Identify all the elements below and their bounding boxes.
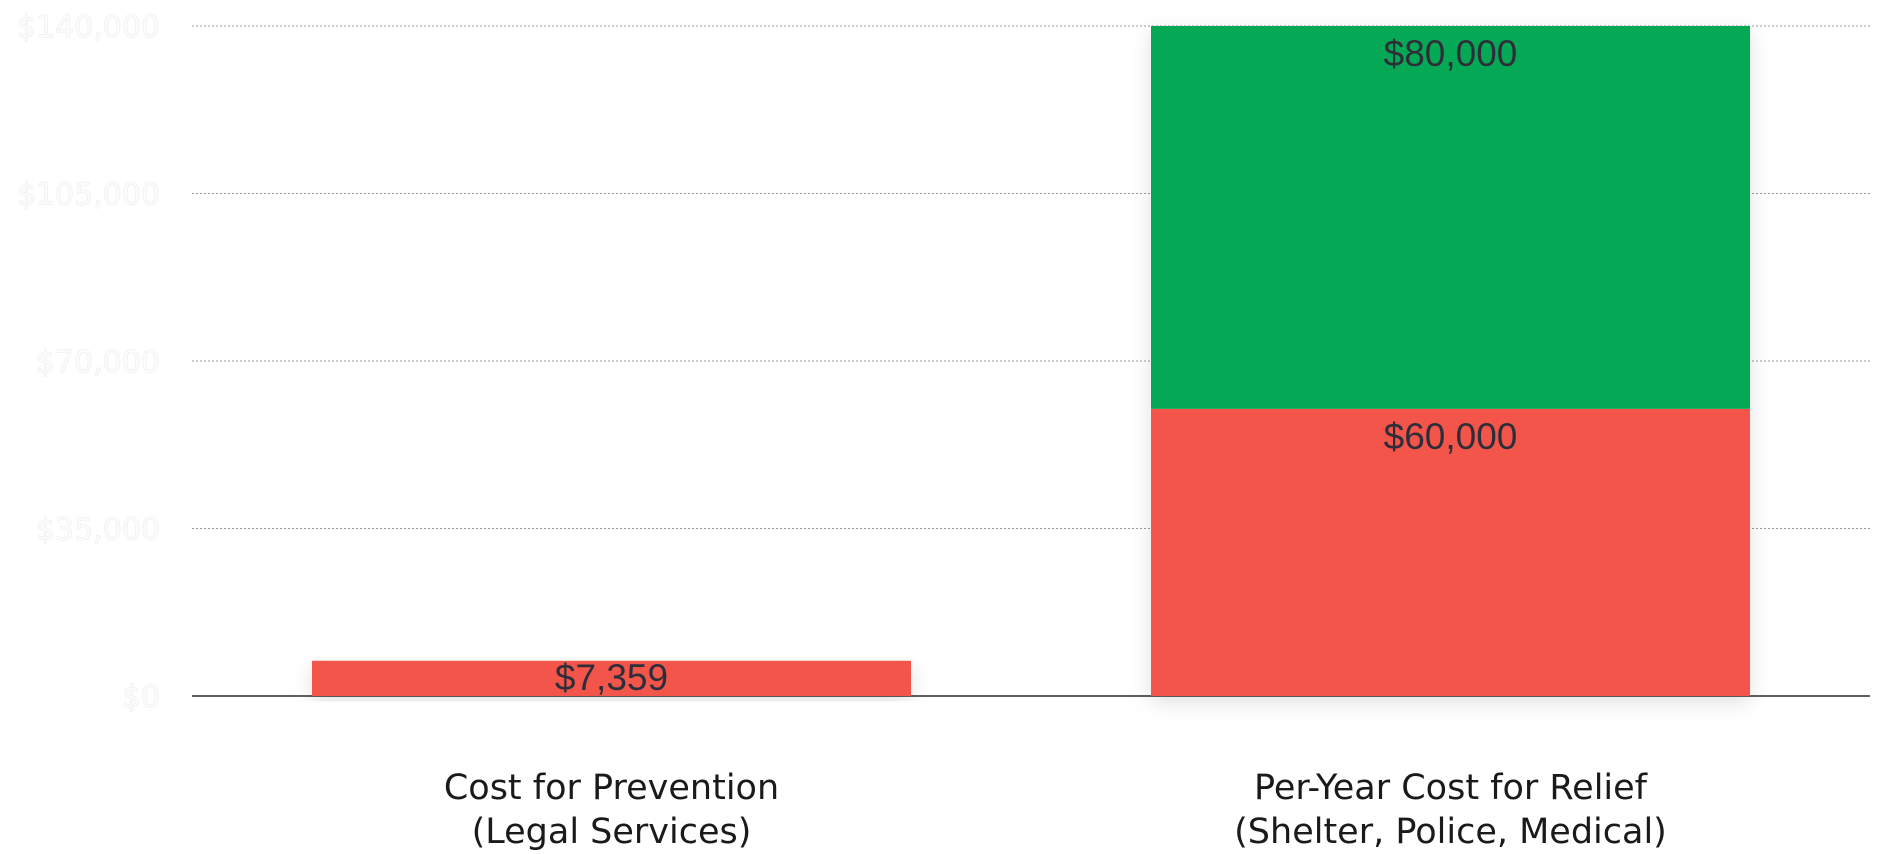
data-label: $60,000: [1384, 416, 1518, 457]
y-tick-label: $70,000: [36, 345, 160, 380]
bar-segment: [1150, 26, 1751, 409]
x-axis-labels: Cost for Prevention(Legal Services) Per-Y…: [444, 768, 1667, 852]
x-category-label: (Legal Services): [472, 812, 752, 852]
y-tick-label: $140,000: [17, 10, 160, 45]
bars: [311, 26, 1751, 696]
x-category-label: Per-Year Cost for Relief: [1254, 768, 1648, 808]
x-category-label: (Shelter, Police, Medical): [1234, 812, 1667, 852]
bar-segment: [311, 660, 912, 696]
y-tick-label: $35,000: [36, 513, 160, 548]
y-tick-label: $0: [122, 680, 160, 715]
data-label: $7,359: [555, 657, 668, 698]
data-label: $80,000: [1384, 33, 1518, 74]
y-tick-label: $105,000: [17, 178, 160, 213]
bar-segment: [1150, 408, 1751, 696]
x-category-label: Cost for Prevention: [444, 768, 779, 808]
y-axis-ticks: $0 $35,000 $70,000 $105,000 $140,000: [16, 10, 160, 716]
data-labels: $7,359 $60,000 $80,000: [555, 33, 1517, 698]
